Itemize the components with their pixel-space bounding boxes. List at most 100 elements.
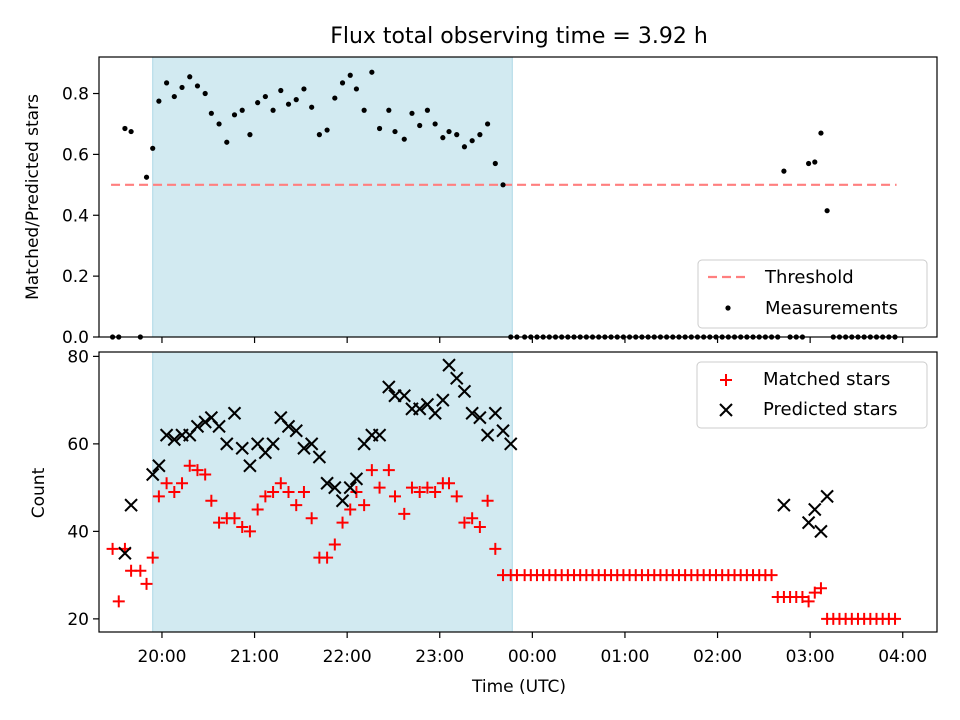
count-y-tick-label: 40 bbox=[67, 522, 89, 542]
measurement-point bbox=[824, 208, 830, 214]
predicted-stars-point bbox=[227, 406, 242, 420]
matched-stars-point bbox=[251, 503, 264, 516]
measurement-point bbox=[324, 127, 330, 133]
predicted-stars-point bbox=[349, 472, 364, 486]
predicted-stars-point bbox=[212, 419, 226, 434]
matched-stars-point bbox=[199, 468, 212, 481]
matched-stars-point bbox=[213, 516, 226, 529]
x-tick-label: 23:00 bbox=[415, 647, 464, 667]
matched-stars-point bbox=[112, 595, 125, 608]
matched-stars-point bbox=[814, 582, 827, 595]
predicted-stars-point bbox=[328, 480, 342, 495]
measurement-point bbox=[369, 69, 375, 75]
legend-predicted-swatch bbox=[719, 403, 733, 417]
predicted-stars-point bbox=[820, 489, 834, 504]
measurement-point bbox=[202, 90, 208, 97]
measurement-point bbox=[484, 121, 491, 127]
predicted-stars-point bbox=[488, 406, 503, 420]
matched-stars-point bbox=[358, 499, 371, 512]
matched-stars-point bbox=[328, 538, 341, 551]
measurement-point bbox=[122, 125, 128, 132]
measurement-point bbox=[432, 121, 438, 127]
ratio-axes-frame bbox=[98, 56, 938, 338]
measurement-point bbox=[171, 93, 177, 100]
predicted-stars-point bbox=[289, 424, 303, 438]
predicted-stars-point bbox=[320, 476, 334, 490]
predicted-stars-point bbox=[243, 459, 257, 473]
x-tick-label: 21:00 bbox=[230, 647, 279, 667]
predicted-stars-point bbox=[496, 424, 510, 438]
predicted-stars-point bbox=[266, 437, 280, 451]
matched-stars-point bbox=[191, 464, 204, 477]
ratio-legend-frame bbox=[697, 259, 928, 329]
measurement-point bbox=[812, 159, 818, 165]
predicted-stars-point bbox=[382, 380, 396, 394]
ratio-y-axis-label: Matched/Predicted stars bbox=[23, 94, 43, 300]
count-y-tick-label: 60 bbox=[67, 435, 89, 455]
matched-stars-point bbox=[183, 459, 196, 472]
measurement-point bbox=[781, 168, 787, 174]
measurement-point bbox=[231, 112, 238, 118]
matched-stars-point bbox=[106, 542, 119, 555]
matched-stars-point bbox=[473, 521, 486, 533]
measurement-point bbox=[163, 80, 170, 86]
predicted-stars-point bbox=[297, 441, 311, 455]
measurement-point bbox=[224, 139, 230, 145]
measurement-point bbox=[361, 107, 367, 113]
legend-predicted-label: Predicted stars bbox=[763, 399, 897, 420]
count-y-axis-label: Count bbox=[29, 467, 49, 518]
matched-stars-point bbox=[389, 490, 402, 503]
count-observing-window bbox=[152, 351, 513, 633]
measurement-point bbox=[386, 107, 392, 113]
predicted-stars-point bbox=[504, 437, 518, 451]
matched-stars-point bbox=[236, 521, 249, 533]
predicted-stars-point bbox=[777, 498, 791, 512]
measurement-point bbox=[805, 160, 812, 167]
matched-stars-point bbox=[373, 481, 386, 494]
matched-stars-point bbox=[421, 481, 434, 494]
predicted-stars-point bbox=[343, 480, 357, 495]
predicted-stars-point bbox=[198, 415, 212, 429]
measurement-point bbox=[255, 100, 261, 106]
matched-stars-point bbox=[274, 477, 287, 490]
predicted-stars-point bbox=[442, 358, 456, 372]
chart-title: Flux total observing time = 3.92 h bbox=[330, 24, 708, 49]
matched-stars-point bbox=[228, 512, 241, 525]
matched-stars-point bbox=[152, 490, 165, 503]
predicted-stars-point bbox=[372, 428, 387, 442]
measurement-point bbox=[128, 128, 134, 135]
legend-matched-label: Matched stars bbox=[763, 369, 890, 390]
measurement-point bbox=[376, 125, 383, 132]
matched-stars-point bbox=[796, 591, 809, 603]
matched-stars-point bbox=[176, 477, 189, 490]
measurement-point bbox=[143, 174, 150, 180]
predicted-stars-point bbox=[335, 494, 350, 508]
x-tick-label: 01:00 bbox=[600, 647, 649, 667]
measurement-point bbox=[208, 110, 214, 116]
predicted-stars-point bbox=[801, 515, 816, 530]
measurement-point bbox=[424, 107, 431, 113]
count-y-tick-label: 80 bbox=[67, 347, 89, 367]
measurement-point bbox=[262, 93, 268, 100]
matched-stars-point bbox=[466, 512, 479, 525]
matched-stars-point bbox=[382, 464, 395, 477]
measurement-point bbox=[278, 87, 284, 94]
matched-stars-point bbox=[168, 486, 181, 498]
measurement-point bbox=[309, 104, 315, 110]
matched-stars-point bbox=[205, 494, 218, 507]
measurement-point bbox=[440, 135, 446, 141]
ratio-y-tick-label: 0.4 bbox=[62, 206, 89, 226]
predicted-stars-point bbox=[436, 393, 450, 407]
measurement-point bbox=[194, 83, 201, 89]
matched-stars-point bbox=[259, 490, 272, 503]
predicted-stars-point bbox=[397, 389, 411, 403]
count-legend-frame bbox=[696, 361, 928, 429]
predicted-stars-point bbox=[159, 428, 174, 442]
matched-stars-point bbox=[765, 569, 778, 582]
measurement-point bbox=[818, 130, 824, 136]
measurement-point bbox=[216, 121, 222, 127]
ratio-y-tick-label: 0.2 bbox=[62, 267, 89, 287]
matched-stars-point bbox=[489, 542, 502, 555]
x-axis-label: Time (UTC) bbox=[471, 677, 566, 697]
